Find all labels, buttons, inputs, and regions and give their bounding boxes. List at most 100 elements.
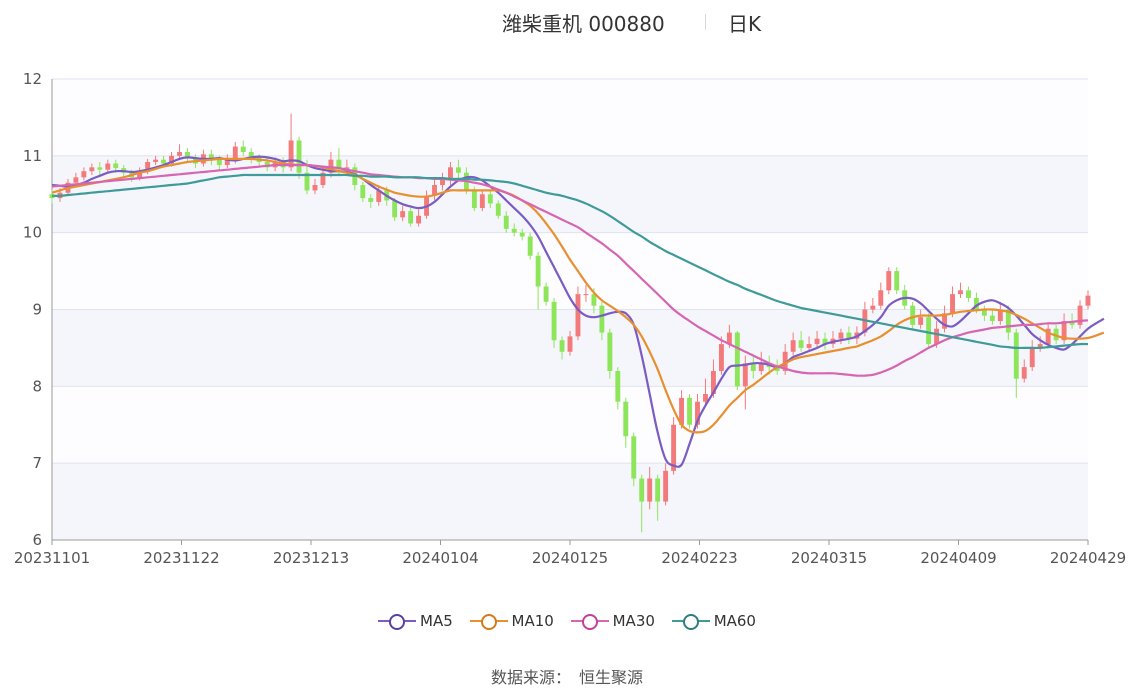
candle-body [1085,295,1091,306]
candlestick-chart: 6 7 8 9 10 11 12 20231101 20231122 20231213 20240… [14,70,1126,567]
candle-body [671,424,677,471]
x-tick-label: 20240104 [402,549,478,567]
candle-body [224,159,230,166]
x-tick-label: 20240429 [1050,549,1126,567]
candle [1085,290,1091,310]
candle-body [161,159,167,164]
candle [798,331,804,352]
candle-body [392,200,398,218]
candle [814,331,820,348]
candle-body [822,338,828,345]
candle-body [248,151,254,158]
candle-body [177,151,182,156]
candle [495,200,501,219]
candle-body [145,161,151,172]
candle [838,328,844,345]
candle [487,190,493,209]
candle [989,309,995,325]
candle [631,432,637,487]
candle [527,232,533,260]
candle [647,467,653,510]
candle [575,286,581,341]
candle [408,208,414,227]
candle [870,297,876,314]
x-tick-label: 20231122 [143,549,219,567]
candle-body [687,397,692,425]
candle-body [216,159,222,166]
candle-body [886,271,892,291]
candle-body [742,363,748,387]
candle-body [798,340,804,348]
moving-average-lines [51,155,1105,468]
legend-item-ma30[interactable]: MA30 [570,612,655,630]
source-name: 恒生聚源 [579,668,644,687]
candle-body [304,172,310,191]
candle-body [208,154,214,160]
candle [718,336,724,375]
candle-body [806,344,812,348]
candle-body [790,340,796,352]
candle-body [495,203,501,216]
candle-body [535,255,541,287]
candle-body [1069,321,1075,325]
candle [519,228,525,241]
candle-body [607,332,613,371]
candle-body [703,394,708,402]
candle [663,463,669,506]
candle-body [1013,332,1019,379]
ma10-swatch-icon [469,613,508,630]
candle-body [376,190,382,202]
x-tick-label: 20240125 [532,549,608,567]
band-11 [52,79,1088,156]
candle [479,190,485,212]
candle-body [758,363,764,371]
candle-body [631,436,637,479]
candle-body [73,177,79,183]
candle [208,149,214,166]
candle-body [232,146,238,160]
y-tick-label: 11 [23,147,42,165]
candle [623,397,629,448]
legend-label-ma10: MA10 [511,612,554,630]
candle [894,267,900,295]
candle-body [1045,328,1051,345]
y-tick-label: 12 [23,70,42,88]
candle-body [1037,344,1043,348]
candle-body [782,351,788,371]
candle-body [328,159,334,173]
candle-body [663,470,669,502]
candle-body [1005,309,1011,333]
y-tick-label: 9 [32,301,42,319]
candle-body [479,194,485,209]
candle-body [989,315,995,322]
legend-item-ma10[interactable]: MA10 [469,612,554,630]
candle [958,282,963,298]
candle [81,167,87,181]
x-tick-label: 20240223 [661,549,737,567]
candle-body [264,161,270,168]
candle [1029,340,1035,371]
candle-body [838,332,844,339]
legend-item-ma60[interactable]: MA60 [671,612,756,630]
candle-body [503,215,509,229]
candle-body [113,163,119,169]
candle-body [599,305,605,333]
legend-item-ma5[interactable]: MA5 [378,612,453,630]
candle [240,140,246,156]
candle [392,198,398,222]
candle [416,209,422,227]
candle [368,194,374,209]
candle [750,355,756,379]
x-tick-label: 20231101 [14,549,90,567]
candle [790,332,796,356]
candle [543,282,549,306]
candle [806,336,812,352]
candle-body [455,167,461,173]
x-tick-label: 20231213 [273,549,349,567]
candle-body [814,338,820,345]
candle [822,332,828,350]
candle [703,378,708,406]
candle-body [942,313,948,329]
candle [886,267,892,295]
candle-body [408,211,414,224]
